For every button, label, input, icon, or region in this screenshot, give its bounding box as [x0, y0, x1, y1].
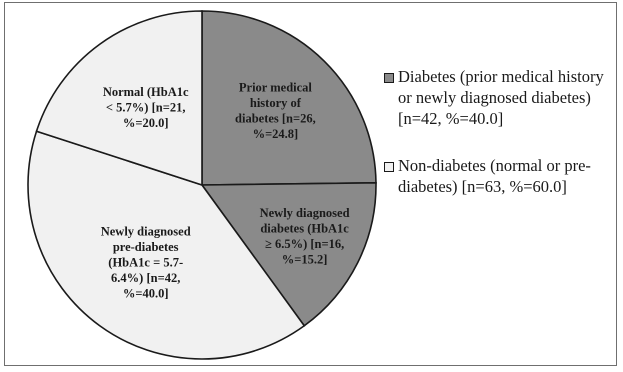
- pie-slice-label-line: history of: [250, 96, 302, 110]
- pie-slice-label-line: Newly diagnosed: [260, 206, 350, 220]
- pie-slice-label-line: 6.4%) [n=42,: [111, 271, 180, 285]
- pie-slice-1: [201, 10, 377, 186]
- legend: Diabetes (prior medical history or newly…: [384, 66, 620, 223]
- pie-slice-label-line: Normal (HbA1c: [103, 85, 189, 99]
- pie-slice-label-line: < 5.7%) [n=21,: [106, 101, 186, 115]
- pie-slice-label-2: Newly diagnosed diabetes (HbA1c ≥ 6.5%) [n…: [260, 206, 350, 267]
- pie-slice-label-3: Newly diagnosed pre-diabetes (HbA1c = 5.7-…: [101, 224, 191, 300]
- pie-slice-4: [35, 10, 203, 187]
- legend-swatch-non-diabetes: [384, 162, 394, 172]
- pie-slice-label-line: pre-diabetes: [113, 240, 179, 254]
- pie-slice-label-4: Normal (HbA1c < 5.7%) [n=21, %=20.0]: [103, 85, 189, 130]
- legend-item-diabetes: Diabetes (prior medical history or newly…: [384, 66, 620, 129]
- legend-swatch-diabetes: [384, 73, 394, 83]
- pie-slice-label-line: %=15.2]: [282, 253, 328, 267]
- pie-slice-label-line: Prior medical: [239, 81, 313, 95]
- pie-slice-label-line: %=20.0]: [123, 116, 169, 130]
- legend-text-diabetes: Diabetes (prior medical history or newly…: [398, 67, 604, 128]
- pie-slice-label-line: diabetes (HbA1c: [260, 222, 349, 236]
- pie-slice-3: [27, 130, 306, 360]
- pie-slice-label-line: ≥ 6.5%) [n=16,: [265, 237, 344, 251]
- pie-slice-label-line: Newly diagnosed: [101, 224, 191, 238]
- legend-text-non-diabetes: Non-diabetes (normal or pre-diabetes) [n…: [398, 156, 591, 196]
- pie-slice-label-line: diabetes [n=26,: [235, 112, 316, 126]
- pie-slice-label-line: (HbA1c = 5.7-: [108, 255, 183, 269]
- pie-slice-2: [200, 181, 377, 327]
- legend-item-non-diabetes: Non-diabetes (normal or pre-diabetes) [n…: [384, 155, 620, 197]
- pie-slice-label-line: %=40.0]: [123, 286, 169, 300]
- pie-slice-label-1: Prior medical history of diabetes [n=26, %=…: [235, 81, 316, 142]
- pie-slice-label-line: %=24.8]: [253, 127, 299, 141]
